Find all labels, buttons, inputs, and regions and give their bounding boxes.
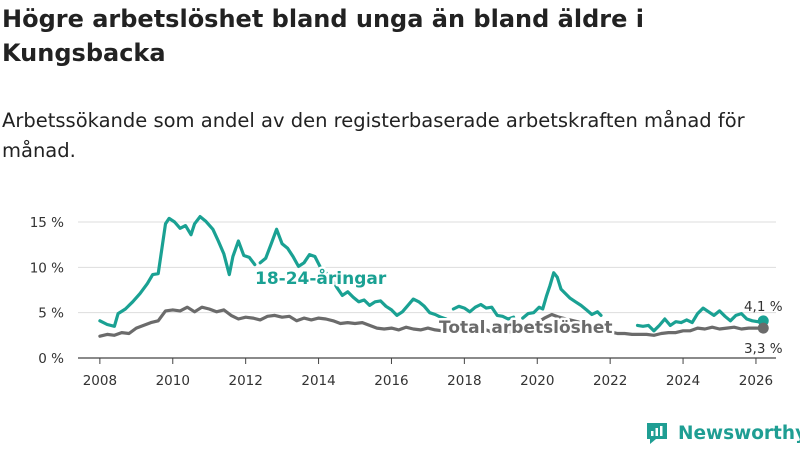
newsworthy-brand[interactable]: Newsworthy xyxy=(644,419,800,447)
y-tick-label: 15 % xyxy=(30,215,64,231)
x-tick-label: 2010 xyxy=(156,373,190,389)
series-label-young: 18-24-åringar xyxy=(255,267,387,289)
x-axis-ticks: 2008 2010 2012 2014 2016 2018 2020 2022 2024 2026 xyxy=(83,358,773,389)
x-tick-label: 2020 xyxy=(520,373,554,389)
end-value-label-total: 3,3 % xyxy=(744,341,783,357)
x-tick-label: 2018 xyxy=(447,373,481,389)
y-tick-label: 10 % xyxy=(30,260,64,276)
series-line-total xyxy=(98,305,765,338)
series-labels: 4,1 % 3,3 % 18-24-åringar Total arbetslöshe… xyxy=(253,265,783,358)
series-label-total: Total arbetslöshet xyxy=(439,318,613,338)
x-tick-label: 2026 xyxy=(739,373,773,389)
gridlines xyxy=(78,221,776,314)
brand-name: Newsworthy xyxy=(678,422,800,444)
chart-subtitle: Arbetssökande som andel av den registerb… xyxy=(2,109,745,162)
end-point-total xyxy=(757,322,769,334)
x-tick-label: 2012 xyxy=(228,373,262,389)
y-axis-tick-labels: 0 % 5 % 10 % 15 % xyxy=(30,215,64,367)
x-tick-label: 2014 xyxy=(301,373,335,389)
y-tick-label: 0 % xyxy=(38,351,64,367)
x-tick-label: 2008 xyxy=(83,373,117,389)
x-tick-label: 2016 xyxy=(374,373,408,389)
y-tick-label: 5 % xyxy=(38,306,64,322)
x-tick-label: 2022 xyxy=(593,373,627,389)
x-tick-label: 2024 xyxy=(666,373,700,389)
chart-title: Högre arbetslöshet bland unga än bland ä… xyxy=(2,5,644,67)
series-lines xyxy=(98,215,769,338)
series-line-young xyxy=(98,215,765,333)
end-value-label-young: 4,1 % xyxy=(744,299,783,315)
newsworthy-logo-icon xyxy=(647,423,667,444)
